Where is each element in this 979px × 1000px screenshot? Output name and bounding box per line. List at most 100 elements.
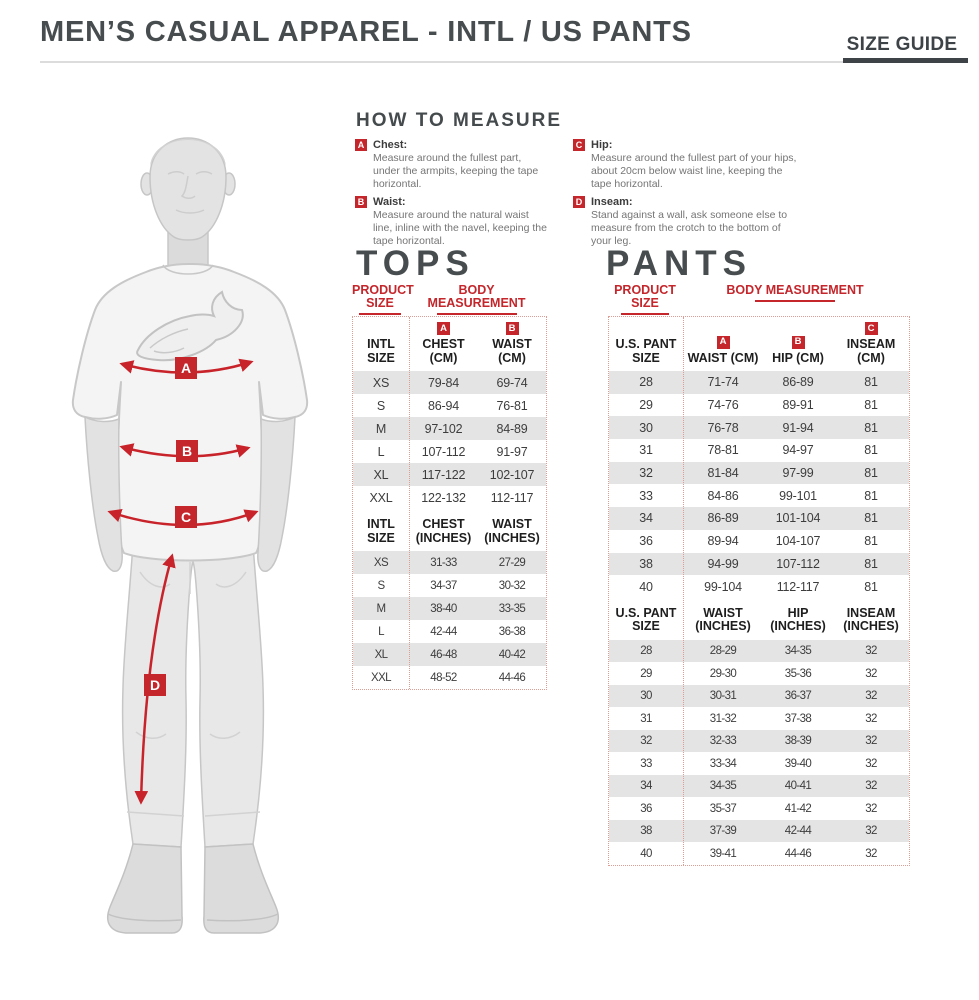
chest-marker-badge: [175, 357, 197, 379]
table-row: S 34-37 30-32: [353, 574, 546, 597]
value-cell: 40-41: [784, 780, 812, 793]
red-underline: [359, 313, 401, 315]
chest-cm-column-header: A CHEST (CM): [422, 322, 465, 365]
value-cell: 29-30: [709, 667, 737, 680]
size-cell: 30: [639, 420, 653, 435]
hip-inches-column-header: HIP (INCHES): [770, 605, 826, 634]
size-column-header: U.S. PANT SIZE: [615, 605, 677, 634]
inseam-inches-column-header: INSEAM (INCHES): [843, 605, 899, 634]
value-cell: 39-40: [784, 757, 812, 770]
hip-badge-icon: B: [791, 335, 805, 349]
value-cell: 32: [865, 825, 877, 838]
size-guide-tab[interactable]: SIZE GUIDE: [846, 34, 958, 55]
value-cell: 31-33: [430, 556, 457, 569]
tops-cm-rows: XS 79-84 69-74 S 86-94 76-81 M 97-102 84-89 L 107-…: [353, 371, 546, 509]
table-row: L 42-44 36-38: [353, 620, 546, 643]
male-figure-illustration: A B C D: [71, 137, 309, 934]
value-cell: 112-117: [776, 579, 820, 594]
table-row: M 38-40 33-35: [353, 597, 546, 620]
size-cell: 33: [639, 488, 653, 503]
table-row: 30 76-78 91-94 81: [609, 416, 909, 440]
value-cell: 28-29: [709, 645, 737, 658]
measure-label: Waist:: [373, 196, 406, 208]
value-cell: 32-33: [709, 735, 737, 748]
size-column-header: INTL SIZE: [367, 517, 395, 545]
value-cell: 81: [864, 375, 878, 390]
figure-arms: [84, 415, 296, 572]
measure-item-chest: A Chest: Measure around the fullest part…: [355, 139, 550, 191]
value-cell: 33-35: [498, 602, 526, 615]
value-cell: 76-81: [496, 398, 528, 413]
size-cell: 38: [639, 556, 653, 571]
size-guide-tab-underline: [843, 58, 968, 63]
table-row: 38 94-99 107-112 81: [609, 552, 909, 576]
value-cell: 112-117: [490, 490, 534, 505]
value-cell: 32: [865, 847, 877, 860]
size-cell: M: [376, 602, 387, 615]
waist-marker-badge: [176, 440, 198, 462]
value-cell: 32: [865, 645, 877, 658]
value-cell: 89-94: [707, 534, 739, 549]
measure-item-inseam: D Inseam: Stand against a wall, ask some…: [573, 196, 798, 248]
size-cell: M: [375, 421, 387, 436]
value-cell: 97-99: [782, 466, 814, 481]
table-row: XS 79-84 69-74: [353, 371, 546, 394]
measure-description: Stand against a wall, ask someone else t…: [591, 209, 788, 247]
value-cell: 34-35: [784, 645, 812, 658]
measure-description: Measure around the fullest part of your …: [591, 152, 797, 190]
size-cell: 36: [639, 534, 653, 549]
table-row: 36 35-37 41-42 32: [609, 797, 909, 820]
table-row: 33 33-34 39-40 32: [609, 752, 909, 775]
measure-item-waist: B Waist: Measure around the natural wais…: [355, 196, 550, 248]
value-cell: 46-48: [430, 648, 457, 661]
value-cell: 33-34: [709, 757, 737, 770]
waist-badge-icon: B: [355, 196, 367, 208]
pants-inches-header-row: U.S. PANT SIZE WAIST (INCHES) HIP (INCHE…: [609, 598, 909, 640]
tops-cm-header-row: INTL SIZE A CHEST (CM) B WAIST (CM): [353, 317, 546, 371]
waist-inches-column-header: WAIST (INCHES): [484, 517, 540, 545]
table-row: 32 81-84 97-99 81: [609, 461, 909, 485]
size-cell: 29: [640, 667, 652, 680]
value-cell: 32: [865, 757, 877, 770]
size-cell: 33: [640, 757, 652, 770]
table-row: 29 74-76 89-91 81: [609, 394, 909, 417]
measurement-figure: A B C D: [50, 92, 345, 944]
size-column-header: INTL SIZE: [367, 337, 395, 365]
how-to-measure-title: HOW TO MEASURE: [356, 110, 563, 131]
table-row: 29 29-30 35-36 32: [609, 662, 909, 685]
size-cell: XXL: [369, 490, 393, 505]
value-cell: 81: [864, 466, 878, 481]
size-cell: XS: [373, 556, 389, 569]
value-cell: 81: [864, 579, 878, 594]
value-cell: 32: [865, 712, 877, 725]
waist-badge-icon: B: [505, 322, 519, 335]
value-cell: 37-39: [709, 825, 737, 838]
value-cell: 44-46: [784, 847, 812, 860]
value-cell: 74-76: [707, 398, 739, 413]
size-column-header: U.S. PANT SIZE: [615, 337, 677, 365]
measure-column-left: A Chest: Measure around the fullest part…: [355, 139, 550, 253]
size-cell: S: [377, 579, 385, 592]
value-cell: 81: [864, 398, 878, 413]
value-cell: 107-112: [776, 556, 820, 571]
value-cell: 36-38: [498, 625, 526, 638]
value-cell: 34-37: [430, 579, 457, 592]
value-cell: 35-36: [784, 667, 812, 680]
value-cell: 42-44: [430, 625, 457, 638]
column-separator: [409, 317, 410, 689]
header-divider: [40, 61, 968, 63]
value-cell: 44-46: [498, 671, 526, 684]
value-cell: 117-122: [421, 467, 466, 482]
size-cell: 36: [640, 802, 652, 815]
value-cell: 79-84: [428, 375, 459, 390]
table-row: 31 31-32 37-38 32: [609, 707, 909, 730]
value-cell: 94-99: [707, 556, 739, 571]
value-cell: 101-104: [775, 511, 821, 526]
table-row: XS 31-33 27-29: [353, 551, 546, 574]
column-separator: [683, 317, 684, 865]
value-cell: 34-35: [709, 780, 737, 793]
figure-head: [140, 137, 236, 241]
value-cell: 81: [864, 556, 878, 571]
value-cell: 32: [865, 667, 877, 680]
inseam-badge-icon: C: [864, 322, 878, 335]
